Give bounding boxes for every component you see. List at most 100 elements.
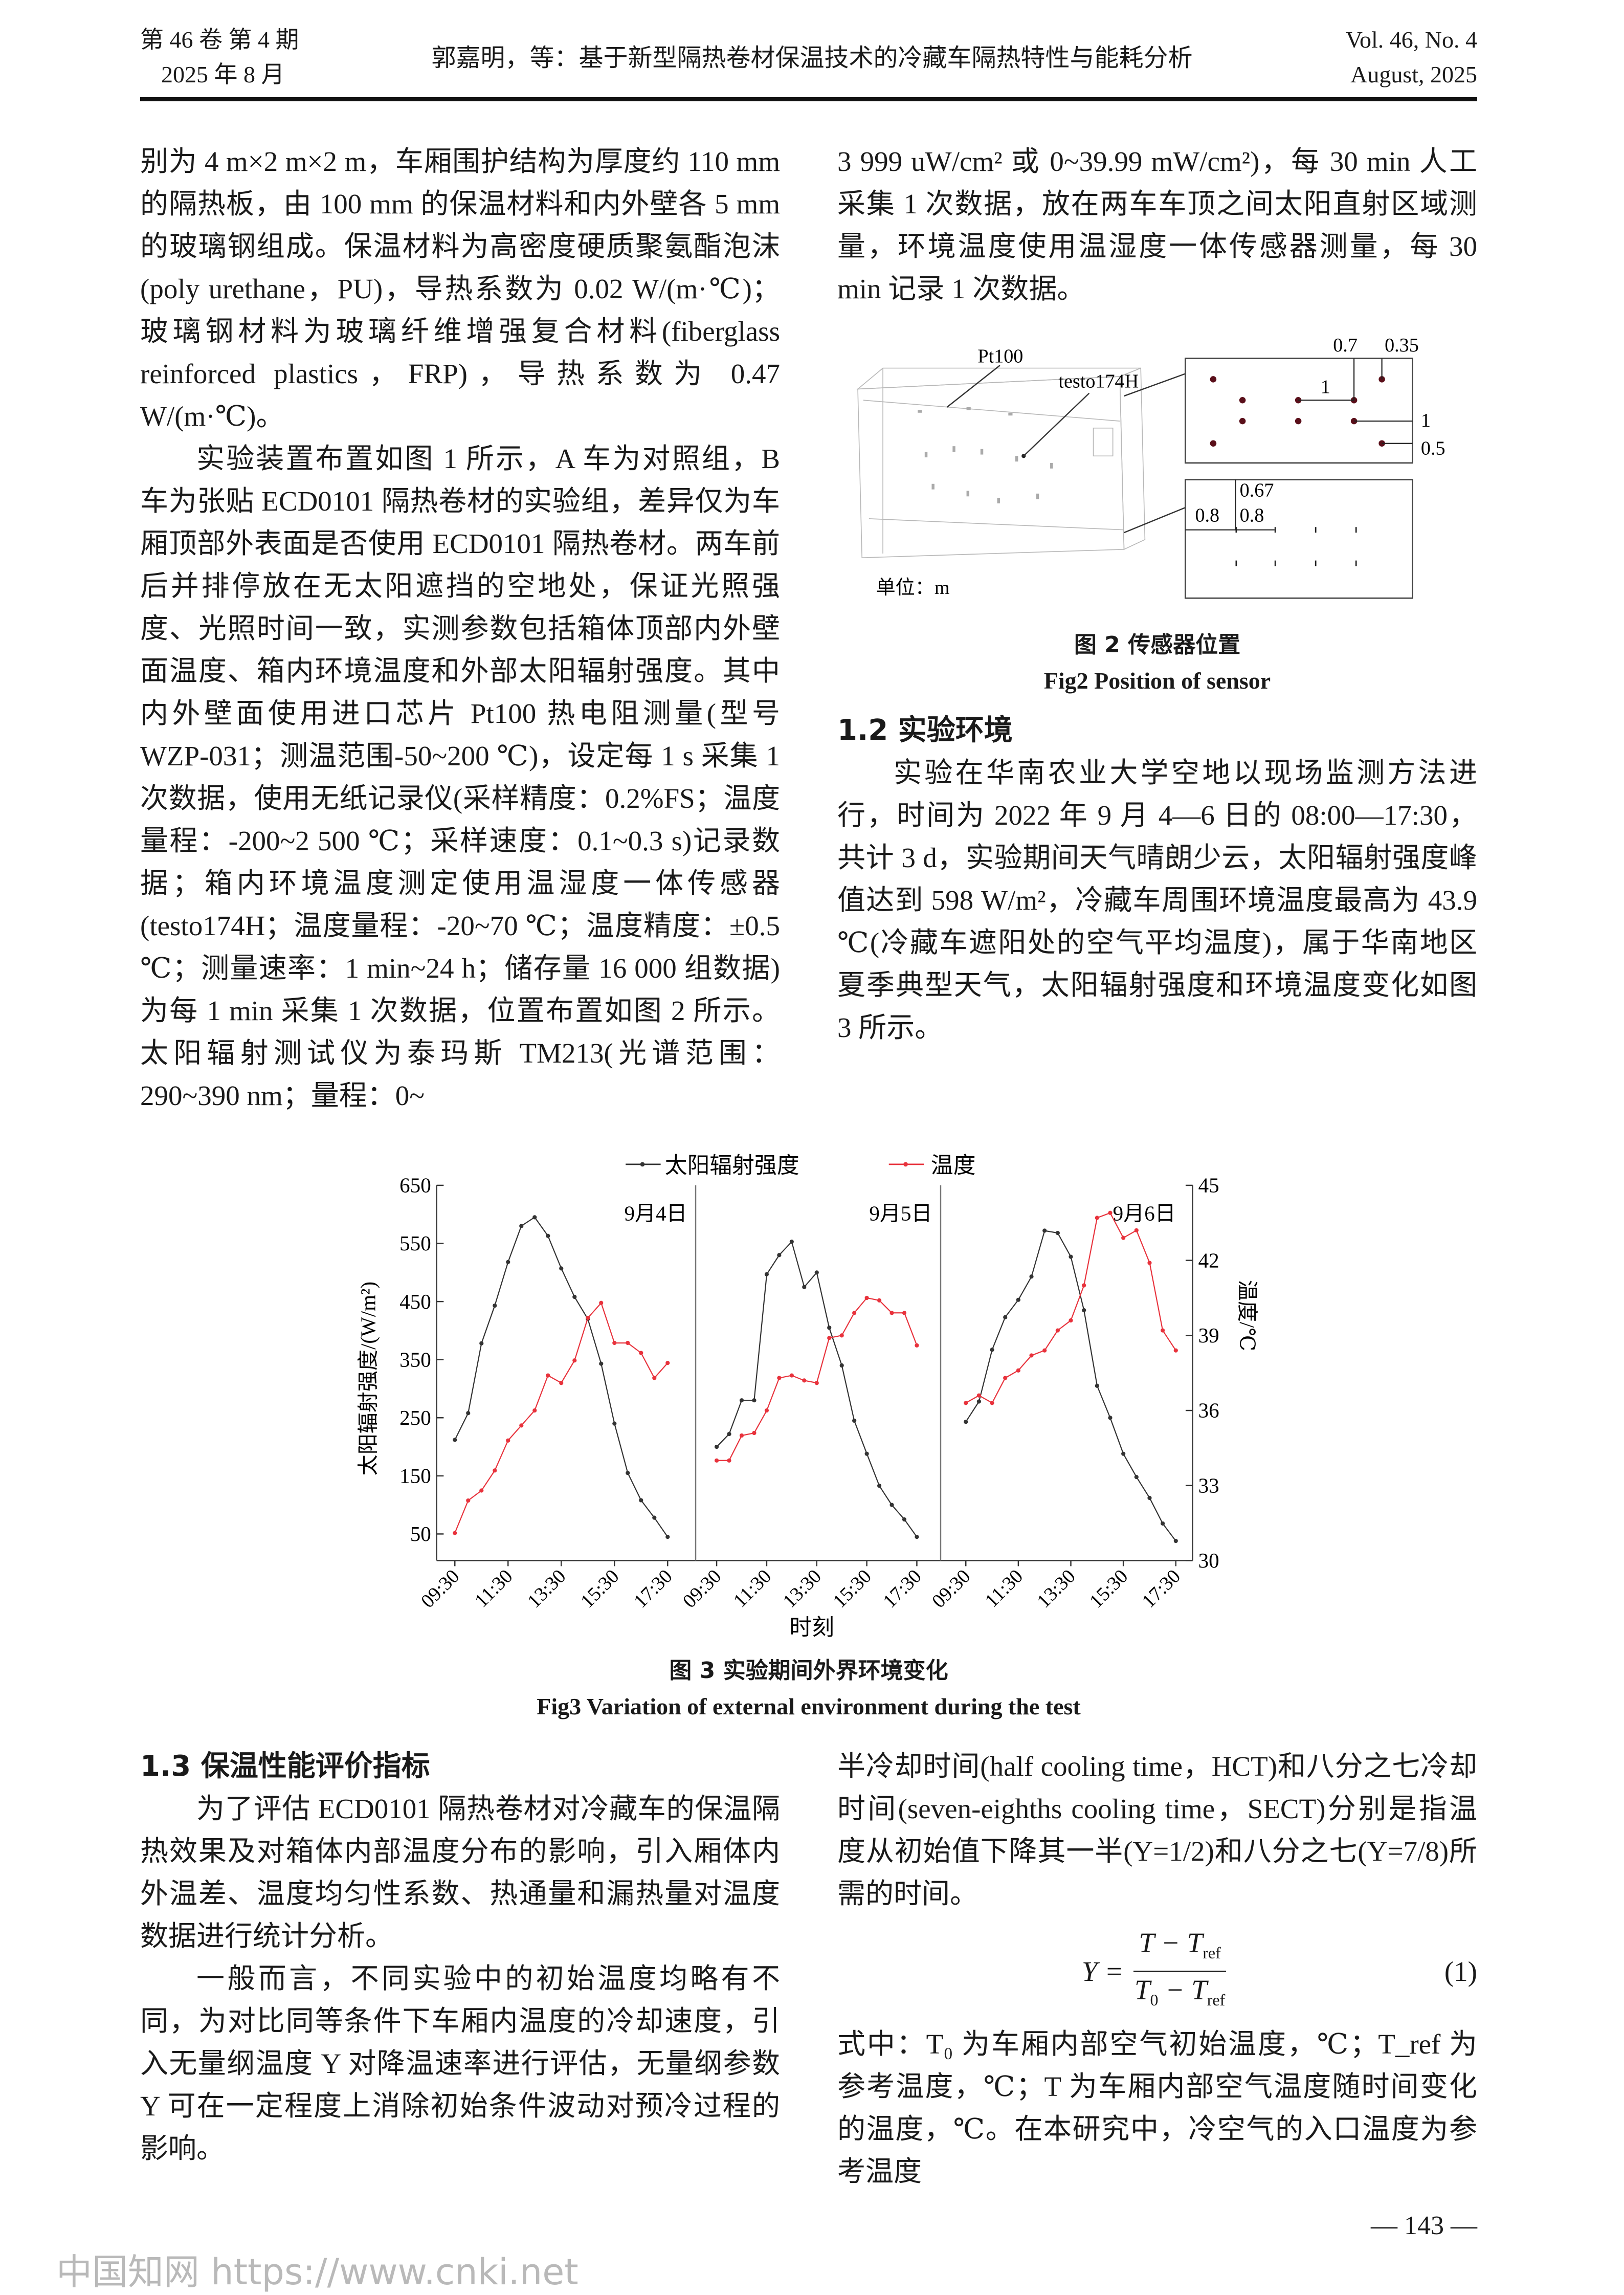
vehicle-box-drawing <box>856 367 1146 559</box>
radiation-point <box>889 1503 894 1507</box>
radiation-point <box>839 1363 844 1368</box>
y-tick-label: 650 <box>399 1174 431 1197</box>
temperature-point <box>1042 1348 1047 1353</box>
temperature-point <box>479 1488 484 1493</box>
radiation-point <box>764 1272 769 1276</box>
temperature-point <box>652 1376 657 1380</box>
y2-tick-label: 36 <box>1198 1399 1219 1422</box>
temperature-line <box>965 1212 1176 1404</box>
roof-sensor-dot <box>1210 376 1217 383</box>
radiation-point <box>814 1270 819 1275</box>
box-side <box>1119 367 1146 550</box>
dim-label: 1 <box>1321 377 1330 398</box>
figure-3-caption-cn: 图 3 实验期间外界环境变化 <box>669 1658 948 1684</box>
temperature-point <box>1121 1235 1126 1240</box>
dim-label: 0.5 <box>1421 438 1445 459</box>
radiation-point <box>976 1399 982 1404</box>
dim-label: 0.8 <box>1240 504 1264 526</box>
temperature-point <box>586 1315 590 1320</box>
chart-legend: 太阳辐射强度 温度 <box>626 1153 975 1178</box>
header-rule <box>140 97 1477 101</box>
bottom-view-pointer <box>1124 506 1186 534</box>
section-heading: 1.2 实验环境 <box>837 714 1013 747</box>
y-tick-label: 350 <box>399 1348 431 1371</box>
denominator-text: − T <box>1158 1974 1207 2005</box>
bottom-view-panel <box>1185 479 1413 599</box>
pt100-leader <box>946 365 1000 408</box>
radiation-point <box>1121 1451 1126 1456</box>
header-volume-cn: 第 46 卷 第 4 期 <box>140 27 299 53</box>
temperature-point <box>546 1373 550 1378</box>
denominator-text: T <box>1134 1974 1150 2005</box>
paragraph: 实验装置布置如图 1 所示，A 车为对照组，B 车为张贴 ECD0101 隔热卷… <box>140 443 780 1111</box>
legend-temperature-marker <box>903 1162 908 1167</box>
x-tick-label: 17:30 <box>1138 1565 1185 1612</box>
temperature-point <box>752 1430 757 1436</box>
paragraph: 3 999 uW/cm² 或 0~39.99 mW/cm²)，每 30 min … <box>837 146 1477 304</box>
radiation-point <box>877 1484 882 1488</box>
radiation-point <box>990 1348 994 1352</box>
temperature-point <box>839 1333 844 1338</box>
radiation-point <box>466 1411 471 1416</box>
x-tick-label: 17:30 <box>879 1565 925 1612</box>
y-tick-label: 50 <box>410 1522 431 1546</box>
temperature-point <box>506 1438 510 1443</box>
radiation-point <box>546 1233 550 1238</box>
radiation-point <box>506 1260 510 1264</box>
temperature-point <box>1173 1348 1178 1353</box>
radiation-point <box>864 1451 869 1456</box>
equation-body: Y = T − Tref T0 − Tref <box>1082 1925 1226 2018</box>
radiation-point <box>1042 1228 1047 1233</box>
denominator-subscript: ref <box>1207 1991 1226 2009</box>
temperature-point <box>764 1408 769 1413</box>
y-tick-label: 550 <box>399 1231 431 1255</box>
temperature-line <box>454 1301 669 1533</box>
radiation-point <box>752 1398 757 1403</box>
panel-date-label: 9月6日 <box>1113 1201 1176 1225</box>
radiation-point <box>1147 1495 1152 1500</box>
box-front <box>857 376 1125 559</box>
legend-radiation-label: 太阳辐射强度 <box>665 1153 799 1178</box>
figure-2-caption-en: Fig2 Position of sensor <box>1043 668 1271 694</box>
radiation-point <box>665 1535 670 1539</box>
temperature-point <box>739 1433 744 1438</box>
roof-sensor-dot <box>1295 417 1302 425</box>
radiation-point <box>789 1240 794 1244</box>
x-tick-label: 09:30 <box>928 1565 974 1612</box>
dim-label: 0.35 <box>1385 335 1419 356</box>
bottom-section: 1.3 保温性能评价指标 为了评估 ECD0101 隔热卷材对冷藏车的保温隔热效… <box>140 1745 1477 2193</box>
top-view-panel <box>1185 358 1413 464</box>
radiation-point <box>1134 1475 1139 1480</box>
dim-label: 1 <box>1421 410 1431 431</box>
temperature-point <box>559 1381 564 1385</box>
radiation-point <box>479 1341 484 1345</box>
temperature-point <box>727 1458 731 1463</box>
radiation-point <box>802 1285 807 1289</box>
temperature-point <box>1016 1368 1020 1373</box>
temperature-point <box>639 1351 643 1355</box>
temperature-point <box>532 1408 537 1413</box>
figure-3-caption-en: Fig3 Variation of external environment d… <box>537 1693 1081 1719</box>
unit-label: 单位：m <box>876 577 949 599</box>
equation-denominator: T0 − Tref <box>1134 1972 1225 2018</box>
temperature-point <box>626 1340 630 1345</box>
page-body: 别为 4 m×2 m×2 m，车厢围护结构为厚度约 110 mm 的隔热板，由 … <box>56 140 1477 2295</box>
radiation-point <box>1069 1254 1073 1259</box>
temperature-point <box>1108 1210 1113 1215</box>
y2-tick-label: 42 <box>1198 1248 1219 1272</box>
left-column-top: 别为 4 m×2 m×2 m，车厢围护结构为厚度约 110 mm 的隔热板，由 … <box>140 140 780 1117</box>
panel-date-label: 9月5日 <box>869 1201 932 1225</box>
y2-tick-label: 39 <box>1198 1323 1219 1347</box>
radiation-point <box>532 1215 537 1220</box>
equation-lhs: Y = <box>1082 1955 1124 1987</box>
x-tick-label: 13:30 <box>779 1565 826 1612</box>
equation-fraction: T − Tref T0 − Tref <box>1133 1925 1226 2018</box>
x-tick-label: 11:30 <box>471 1565 517 1612</box>
temperature-point <box>1134 1228 1139 1233</box>
y2-axis-label: 温度/℃ <box>1236 1280 1259 1351</box>
figure-3-chart: 太阳辐射强度 温度 50 150 250 350 450 550 650 30 33 36 39 42… <box>356 1153 1259 1638</box>
radiation-line <box>716 1241 918 1537</box>
radiation-point <box>902 1517 907 1522</box>
radiation-point <box>1173 1538 1178 1543</box>
temperature-point <box>915 1343 919 1348</box>
